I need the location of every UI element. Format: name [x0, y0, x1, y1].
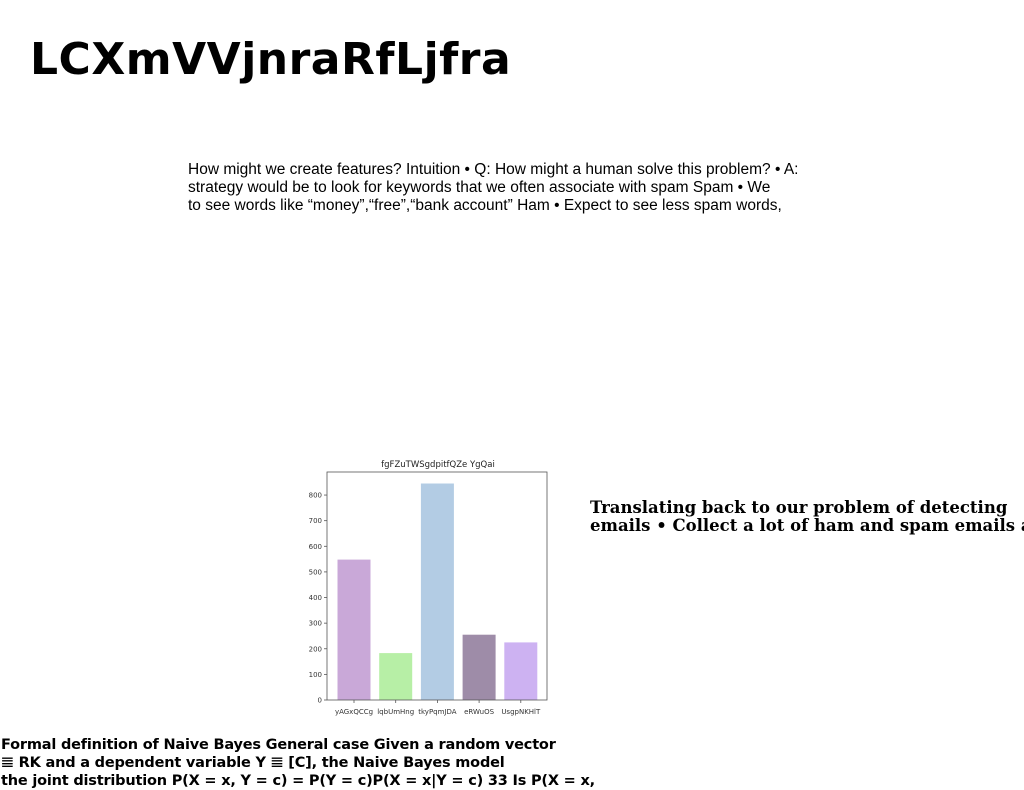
formal-definition-paragraph: Formal definition of Naive Bayes General…	[1, 736, 595, 790]
bar-eRWuOS	[462, 634, 496, 700]
x-tick-label: yAGxQCCg	[335, 708, 373, 716]
chart-title: fgFZuTWSgdpitfQZe YgQai	[381, 460, 495, 470]
y-tick-label: 400	[309, 594, 322, 602]
y-tick-label: 300	[309, 620, 322, 628]
x-tick-label: lqbUmHng	[377, 708, 414, 716]
formal-line: the joint distribution P(X = x, Y = c) =…	[1, 773, 595, 789]
y-tick-label: 800	[309, 492, 322, 500]
bar-chart: fgFZuTWSgdpitfQZe YgQai yAGxQCCg lqbUmHng…	[300, 455, 560, 720]
y-tick-label: 100	[309, 671, 322, 679]
y-tick-label: 500	[309, 568, 322, 576]
y-tick-label: 700	[309, 517, 322, 525]
y-tick-label: 0	[318, 697, 322, 705]
x-tick-label: tkyPqmJDA	[418, 708, 457, 716]
intro-paragraph: How might we create features? Intuition …	[188, 161, 828, 215]
bar-chart-svg: fgFZuTWSgdpitfQZe YgQai yAGxQCCg lqbUmHng…	[309, 460, 548, 716]
formal-line: 𝌆 RK and a dependent variable Y 𝌆 [C], t…	[1, 755, 505, 771]
formal-line: Formal definition of Naive Bayes General…	[1, 737, 556, 753]
x-tick-label: eRWuOS	[464, 708, 495, 716]
y-tick-label: 200	[309, 645, 322, 653]
bar-lqbUmHng	[379, 653, 413, 700]
intro-line: How might we create features? Intuition …	[188, 161, 799, 178]
side-paragraph: Translating back to our problem of detec…	[590, 499, 1024, 535]
bar-yAGxQCCg	[337, 559, 371, 700]
intro-line: to see words like “money”,“free”,“bank a…	[188, 197, 782, 214]
bar-UsgpNKHlT	[504, 642, 538, 700]
intro-line: strategy would be to look for keywords t…	[188, 179, 771, 196]
slide-title: LCXmVVjnraRfLjfra	[30, 34, 512, 85]
side-line: emails • Collect a lot of ham and spam e…	[590, 516, 1024, 535]
chart-plot-frame	[326, 471, 548, 701]
y-tick-label: 600	[309, 543, 322, 551]
side-line: Translating back to our problem of detec…	[590, 498, 1008, 517]
bar-tkyPqmJDA	[420, 483, 454, 700]
x-tick-label: UsgpNKHlT	[501, 708, 541, 716]
